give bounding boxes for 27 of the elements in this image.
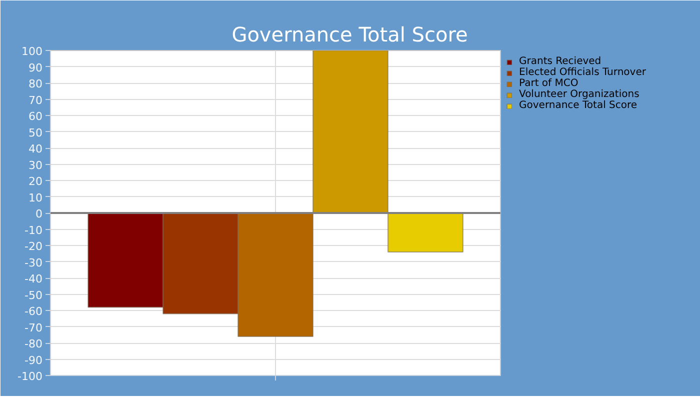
y-tick-label: 80 bbox=[28, 78, 43, 90]
legend-label: Volunteer Organizations bbox=[519, 89, 640, 100]
y-tick-label: -70 bbox=[24, 321, 42, 334]
y-tick-label: 40 bbox=[28, 142, 43, 156]
legend-label: Governance Total Score bbox=[519, 100, 638, 111]
y-tick-label: -10 bbox=[24, 224, 42, 237]
y-tick-label: 30 bbox=[28, 158, 43, 172]
y-tick-label: 0 bbox=[36, 208, 42, 220]
y-tick-label: -100 bbox=[18, 370, 43, 383]
y-tick-label: 100 bbox=[22, 45, 43, 58]
y-tick-label: 50 bbox=[28, 126, 43, 140]
y-tick-label: 70 bbox=[28, 94, 43, 107]
y-tick-label: 90 bbox=[28, 61, 43, 74]
y-tick-label: -80 bbox=[24, 338, 42, 350]
legend-label: Elected Officials Turnover bbox=[519, 67, 646, 78]
legend-label: Part of MCO bbox=[519, 78, 578, 89]
chart-title: Governance Total Score bbox=[232, 22, 468, 46]
y-tick-label: -50 bbox=[24, 288, 42, 302]
y-tick-label: -20 bbox=[24, 240, 42, 253]
y-tick-label: -40 bbox=[24, 272, 42, 286]
y-tick-label: 60 bbox=[28, 110, 43, 123]
y-tick-label: 20 bbox=[28, 175, 43, 188]
y-tick-label: -30 bbox=[24, 256, 42, 270]
legend-label: Grants Recieved bbox=[519, 56, 602, 67]
y-tick-label: -90 bbox=[24, 354, 42, 367]
y-tick-label: 10 bbox=[28, 191, 43, 204]
y-tick-label: -60 bbox=[24, 305, 42, 318]
